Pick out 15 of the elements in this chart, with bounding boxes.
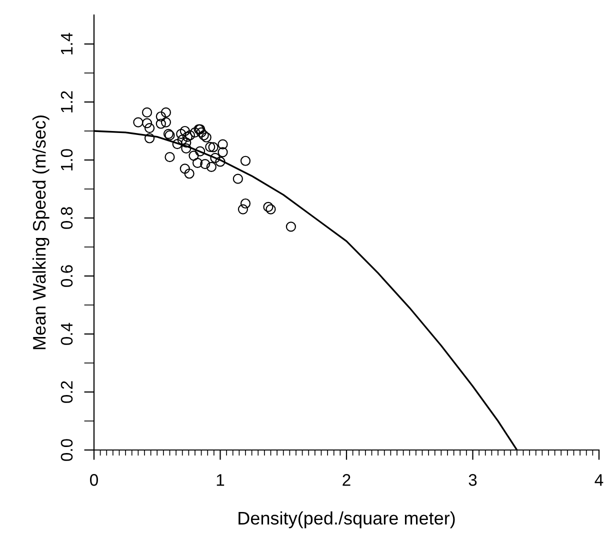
x-tick-label: 2 <box>342 474 350 486</box>
x-tick-label: 3 <box>468 474 477 486</box>
y-tick-label: 0.2 <box>60 381 73 403</box>
y-tick-label: 0.4 <box>60 322 73 345</box>
x-tick-label: 0 <box>90 474 98 486</box>
y-tick-label: 0.8 <box>60 207 73 229</box>
y-tick-label: 1.2 <box>60 91 72 112</box>
y-tick-label: 1.0 <box>60 149 73 170</box>
y-axis-title: Mean Walking Speed (m/sec) <box>32 116 50 350</box>
x-axis-title: Density(ped./square meter) <box>238 511 455 528</box>
x-tick-label: 4 <box>594 474 604 486</box>
y-tick-label: 0.0 <box>60 439 73 461</box>
x-tick-label: 1 <box>216 474 224 486</box>
y-tick-label: 1.4 <box>61 32 72 54</box>
y-tick-label: 0.6 <box>60 265 73 287</box>
